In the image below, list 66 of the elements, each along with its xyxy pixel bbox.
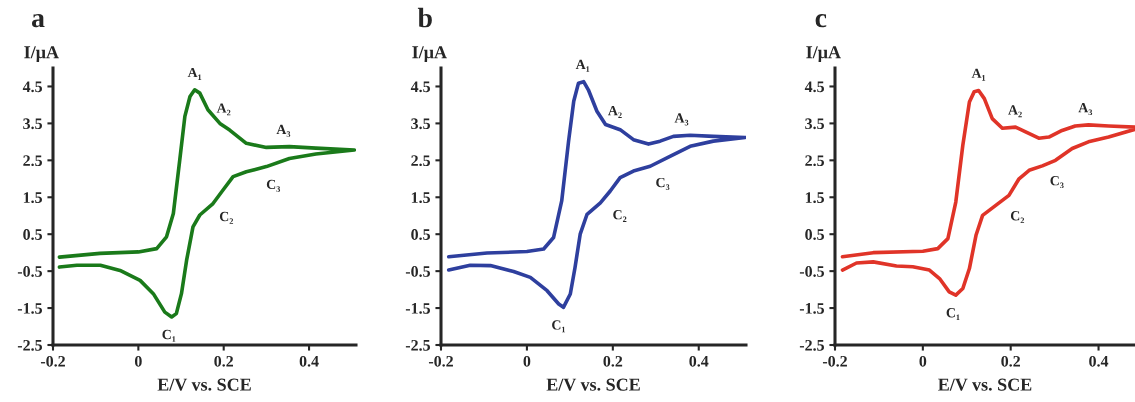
chart-title: b [417,7,432,28]
annotation: C₂ [1010,211,1025,224]
y-tick-label: 4.5 [410,81,430,93]
y-axis-title: I/μA [806,46,841,62]
annotation: C₂ [613,210,627,222]
annotation: A₃ [1078,103,1093,116]
y-tick-label: -1.5 [799,303,824,314]
y-tick-label: 3.5 [411,118,430,130]
y-tick-label: -2.5 [17,339,42,351]
y-tick-label: 0.5 [23,229,42,240]
y-tick-label: -0.5 [799,266,824,277]
x-axis-title: E/V vs. SCE [546,378,640,391]
x-axis-title: E/V vs. SCE [938,378,1032,391]
annotation: C₃ [656,177,670,190]
y-tick-label: -0.5 [17,266,42,277]
annotation: A₂ [216,103,231,116]
y-tick-label: 3.5 [23,118,42,130]
y-axis-title: I/μA [24,46,59,62]
annotation: A₂ [1008,105,1022,118]
annotation: A₁ [575,59,590,72]
annotation: C₃ [1050,176,1064,189]
annotation: A₁ [971,68,986,81]
y-tick-label: 1.5 [23,192,42,204]
x-tick-label: 0.4 [1089,355,1109,367]
line-series [840,88,1135,297]
y-tick-label: 1.5 [805,192,824,204]
x-tick-label: 0.4 [299,355,319,367]
annotation: C₂ [219,211,234,224]
x-tick-label: 0 [523,355,531,367]
x-tick-label: 0.2 [214,355,233,367]
annotation: C₁ [946,308,960,321]
x-tick-label: 0.2 [603,355,623,367]
annotation: C₁ [162,329,176,342]
line-series [57,87,356,319]
y-tick-label: -0.5 [405,266,430,277]
y-tick-label: 0.5 [411,229,430,240]
x-tick-label: 0.2 [1001,355,1020,367]
y-tick-label: -2.5 [405,339,430,351]
x-tick-label: -0.2 [428,355,453,367]
y-tick-label: 4.5 [22,81,42,93]
x-axis-title: E/V vs. SCE [157,378,251,391]
x-tick-label: -0.2 [40,355,65,367]
y-tick-label: 2.5 [411,155,430,167]
line-series [446,79,746,310]
y-tick-label: -1.5 [17,303,42,314]
annotation: A₃ [276,124,291,137]
annotation: A₂ [608,105,622,118]
x-tick-label: 0 [134,355,142,367]
y-axis-title: I/μA [412,46,447,62]
y-tick-label: 2.5 [805,155,824,167]
x-tick-label: 0 [919,355,927,367]
chart-title: a [32,14,45,28]
y-tick-label: -1.5 [405,303,430,314]
y-tick-label: 1.5 [411,192,430,204]
x-tick-label: 0.4 [689,355,709,367]
chart-title: c [815,13,827,28]
annotation: A₁ [187,67,202,80]
x-tick-label: -0.2 [822,355,847,367]
y-tick-label: 3.5 [805,118,824,130]
annotation: C₃ [266,179,281,192]
y-tick-label: 0.5 [805,229,824,240]
y-tick-label: 4.5 [804,81,824,93]
y-tick-label: 2.5 [23,155,42,167]
annotation: A₃ [674,113,689,126]
y-tick-label: -2.5 [799,339,824,351]
annotation: C₁ [552,320,566,333]
